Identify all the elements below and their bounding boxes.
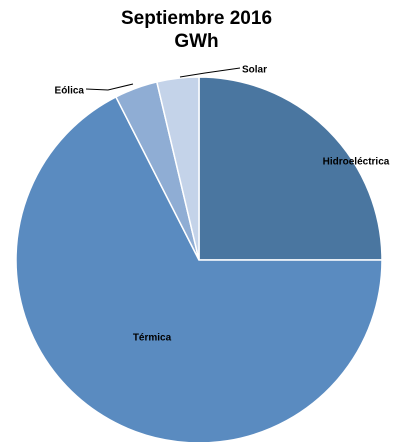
slice-label-termica: Térmica: [133, 333, 172, 344]
leader-line-solar: [179, 67, 241, 78]
chart-title-line-2: GWh: [174, 31, 219, 52]
leader-line-eolica: [85, 83, 134, 91]
slice-label-solar: Solar: [242, 65, 267, 76]
pie-slice-termica: [15, 95, 383, 442]
slice-label-eolica: Eólica: [55, 86, 85, 97]
slice-label-hidroelectrica: Hidroeléctrica: [323, 157, 390, 168]
pie-slice-solar: [155, 76, 200, 261]
chart-title-line-1: Septiembre 2016: [120, 8, 273, 29]
pie-slice-hidroelectrica: [198, 76, 383, 261]
